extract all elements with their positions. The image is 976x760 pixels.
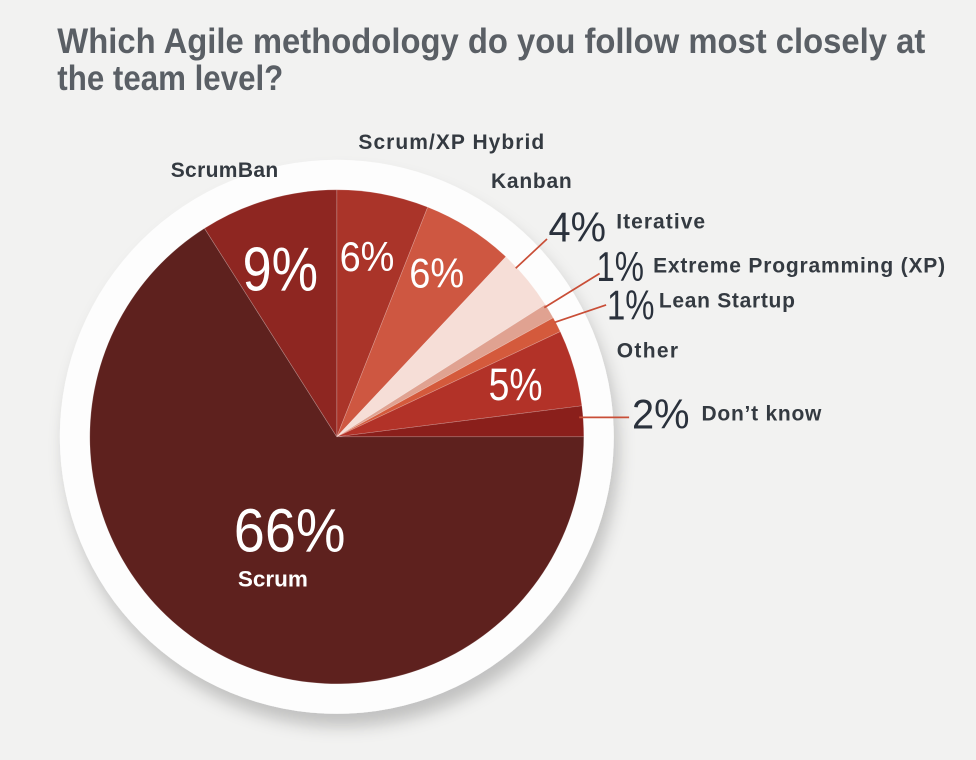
svg-text:Which Agile methodology do you: Which Agile methodology do you follow mo… bbox=[57, 22, 925, 61]
svg-text:Extreme Programming (XP): Extreme Programming (XP) bbox=[653, 254, 945, 277]
svg-text:5%: 5% bbox=[489, 359, 543, 410]
svg-text:Kanban: Kanban bbox=[491, 170, 572, 193]
svg-text:1%: 1% bbox=[607, 281, 655, 328]
svg-text:Iterative: Iterative bbox=[616, 211, 705, 234]
svg-text:9%: 9% bbox=[243, 236, 318, 305]
svg-text:4%: 4% bbox=[549, 204, 607, 251]
svg-text:66%: 66% bbox=[234, 497, 346, 565]
svg-text:1%: 1% bbox=[597, 243, 645, 290]
svg-text:Lean Startup: Lean Startup bbox=[659, 289, 795, 312]
svg-text:6%: 6% bbox=[409, 249, 464, 296]
svg-text:6%: 6% bbox=[340, 233, 395, 280]
svg-text:Don’t know: Don’t know bbox=[702, 402, 823, 425]
svg-text:Other: Other bbox=[617, 340, 678, 363]
svg-text:the team level?: the team level? bbox=[57, 59, 283, 98]
svg-text:ScrumBan: ScrumBan bbox=[171, 159, 279, 182]
svg-text:Scrum: Scrum bbox=[238, 567, 308, 592]
svg-text:Scrum/XP Hybrid: Scrum/XP Hybrid bbox=[358, 131, 544, 154]
svg-text:2%: 2% bbox=[632, 391, 690, 438]
